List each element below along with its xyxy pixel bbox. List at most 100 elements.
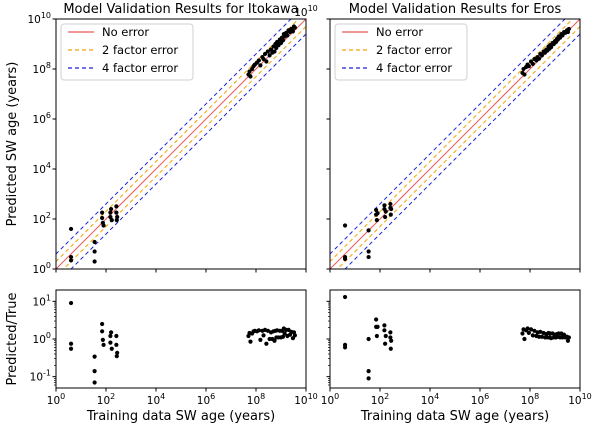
- data-point: [280, 334, 286, 339]
- data-point: [539, 53, 545, 58]
- data-point: [366, 249, 371, 254]
- data-point: [68, 254, 74, 260]
- data-point: [530, 333, 535, 338]
- reference-line: [344, 33, 580, 269]
- data-point: [108, 340, 113, 345]
- legend-label: No error: [102, 25, 149, 39]
- y-tick-label: 104: [33, 161, 51, 176]
- data-point: [261, 333, 266, 338]
- y-top-tick-label: 1010: [294, 4, 318, 19]
- chart-title: Model Validation Results for Itokawa: [63, 2, 298, 17]
- legend: No error 2 factor error 4 factor error: [60, 23, 194, 81]
- data-point: [68, 346, 74, 351]
- data-point: [68, 226, 74, 232]
- data-point: [342, 294, 348, 300]
- data-point: [566, 26, 572, 32]
- y-tick-label: 100: [33, 261, 51, 276]
- data-point: [265, 49, 271, 54]
- data-point: [389, 338, 394, 343]
- data-point: [92, 239, 97, 245]
- data-point: [292, 25, 298, 30]
- data-point: [101, 342, 106, 347]
- data-point: [538, 329, 543, 334]
- data-point: [520, 331, 525, 336]
- data-point: [526, 330, 531, 336]
- data-point: [388, 330, 393, 335]
- plot-frame: [55, 18, 307, 270]
- x-tick-label: 102: [97, 392, 115, 407]
- x-tick-label: 106: [471, 392, 489, 407]
- data-point: [264, 341, 269, 346]
- data-point: [114, 204, 119, 209]
- reference-line: [62, 25, 306, 269]
- data-point: [530, 61, 535, 66]
- data-point: [375, 324, 380, 329]
- data-point: [522, 72, 527, 77]
- data-point: [68, 258, 74, 263]
- x-tick-label: 100: [47, 392, 65, 407]
- legend-box: [60, 23, 194, 81]
- reference-line: [336, 25, 580, 269]
- data-point: [115, 350, 120, 355]
- legend-box: [334, 23, 468, 81]
- data-point: [342, 345, 348, 350]
- data-point: [366, 228, 371, 233]
- data-point: [100, 337, 105, 342]
- legend-label: 2 factor error: [376, 43, 452, 57]
- y-axis-label: Predicted SW age (years): [5, 62, 20, 227]
- data-point: [382, 203, 387, 208]
- x-tick-label: 106: [197, 392, 215, 407]
- y-tick-label: 10-1: [30, 369, 51, 384]
- data-point: [100, 215, 105, 221]
- data-point: [248, 74, 253, 79]
- x-tick-label: 1010: [568, 392, 592, 407]
- data-point: [114, 354, 119, 359]
- x-tick-label: 104: [147, 392, 165, 407]
- x-tick-label: 100: [321, 392, 339, 407]
- data-point: [383, 214, 388, 220]
- data-point: [68, 300, 74, 306]
- data-point: [92, 354, 97, 359]
- data-point: [262, 51, 268, 57]
- y-tick-label: 101: [33, 293, 51, 308]
- legend-label: 4 factor error: [376, 61, 452, 75]
- data-point: [109, 346, 114, 351]
- data-point: [108, 210, 113, 215]
- data-point: [292, 333, 298, 338]
- legend-label: No error: [376, 25, 423, 39]
- data-point: [282, 331, 287, 336]
- data-point: [374, 218, 379, 223]
- data-point: [375, 211, 380, 216]
- data-point: [383, 333, 388, 339]
- data-point: [382, 328, 387, 333]
- data-point: [109, 218, 114, 223]
- data-point: [114, 342, 119, 347]
- data-point: [115, 214, 120, 220]
- data-point: [92, 380, 97, 385]
- data-point: [261, 56, 266, 62]
- data-point: [267, 53, 272, 58]
- data-point: [100, 329, 105, 334]
- data-point: [342, 256, 348, 262]
- data-point: [272, 49, 277, 54]
- data-point: [366, 336, 371, 342]
- x-tick-label: 104: [421, 392, 439, 407]
- data-point: [382, 323, 387, 328]
- data-point: [536, 56, 542, 61]
- data-point: [109, 206, 114, 212]
- data-point: [342, 223, 348, 228]
- reference-line: [56, 19, 292, 255]
- data-point: [258, 63, 263, 68]
- data-point: [248, 339, 253, 344]
- y-axis-label: Predicted/True: [5, 292, 20, 385]
- data-point: [101, 223, 106, 228]
- data-point: [383, 209, 388, 214]
- data-point: [565, 338, 571, 343]
- data-point: [258, 337, 263, 342]
- data-point: [366, 254, 371, 260]
- data-point: [532, 328, 537, 333]
- data-point: [388, 201, 393, 207]
- data-point: [566, 335, 572, 340]
- x-tick-label: 108: [521, 392, 539, 407]
